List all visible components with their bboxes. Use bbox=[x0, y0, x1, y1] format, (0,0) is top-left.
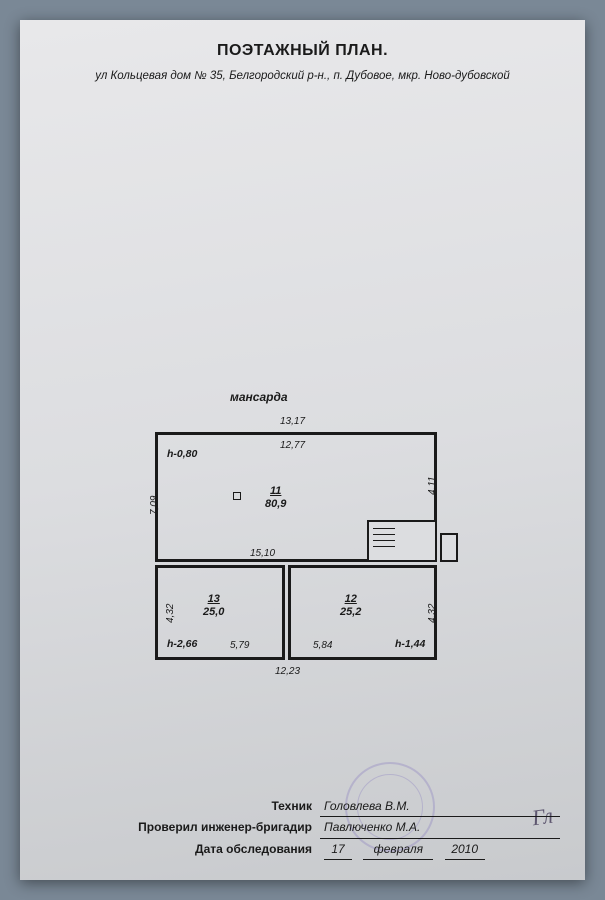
room-13-area: 25,0 bbox=[203, 606, 224, 618]
room-13-num: 13 bbox=[203, 593, 224, 605]
eng-name: Павлюченко М.А. bbox=[320, 817, 560, 838]
dim-bottom-outer: 12,23 bbox=[275, 666, 300, 677]
height-label-br: h-1,44 bbox=[395, 638, 425, 650]
dim-mid: 15,10 bbox=[250, 548, 275, 559]
date-month: февраля bbox=[363, 839, 433, 860]
floor-plan: 13,17 12,77 7,09 4,11 h-0,80 11 80,9 15,… bbox=[155, 420, 445, 670]
dim-br-bottom: 5,84 bbox=[313, 640, 332, 651]
height-label-bl: h-2,66 bbox=[167, 638, 197, 650]
date-day: 17 bbox=[324, 839, 352, 860]
floor-label: мансарда bbox=[230, 390, 288, 404]
stair-column bbox=[440, 533, 458, 562]
tech-name: Головлева В.М. bbox=[320, 796, 560, 817]
tech-label: Техник bbox=[130, 796, 320, 817]
dim-br-right: 4,32 bbox=[427, 604, 438, 623]
dim-bl-left: 4,32 bbox=[165, 604, 176, 623]
room-13-label: 13 25,0 bbox=[203, 593, 224, 618]
date-value: 17 февраля 2010 bbox=[320, 839, 560, 860]
room-12-num: 12 bbox=[340, 593, 361, 605]
document-page: ПОЭТАЖНЫЙ ПЛАН. ул Кольцевая дом № 35, Б… bbox=[20, 20, 585, 880]
dim-bl-bottom: 5,79 bbox=[230, 640, 249, 651]
room-11-num: 11 bbox=[265, 485, 286, 497]
room-12-label: 12 25,2 bbox=[340, 593, 361, 618]
footer-row-tech: Техник Головлева В.М. bbox=[130, 796, 560, 817]
footer-row-date: Дата обследования 17 февраля 2010 bbox=[130, 839, 560, 860]
footer-block: Техник Головлева В.М. Проверил инженер-б… bbox=[130, 796, 560, 860]
date-label: Дата обследования bbox=[130, 839, 320, 860]
dim-top-outer: 13,17 bbox=[280, 416, 305, 427]
footer-row-eng: Проверил инженер-бригадир Павлюченко М.А… bbox=[130, 817, 560, 838]
eng-label: Проверил инженер-бригадир bbox=[130, 817, 320, 838]
page-title: ПОЭТАЖНЫЙ ПЛАН. bbox=[20, 20, 585, 60]
room-11-label: 11 80,9 bbox=[265, 485, 286, 510]
room-12-area: 25,2 bbox=[340, 606, 361, 618]
height-label-top: h-0,80 bbox=[167, 448, 197, 460]
date-year: 2010 bbox=[445, 839, 485, 860]
column-marker bbox=[233, 492, 241, 500]
room-11-area: 80,9 bbox=[265, 498, 286, 510]
address-line: ул Кольцевая дом № 35, Белгородский р-н.… bbox=[20, 60, 585, 82]
stair-lines bbox=[371, 524, 411, 554]
